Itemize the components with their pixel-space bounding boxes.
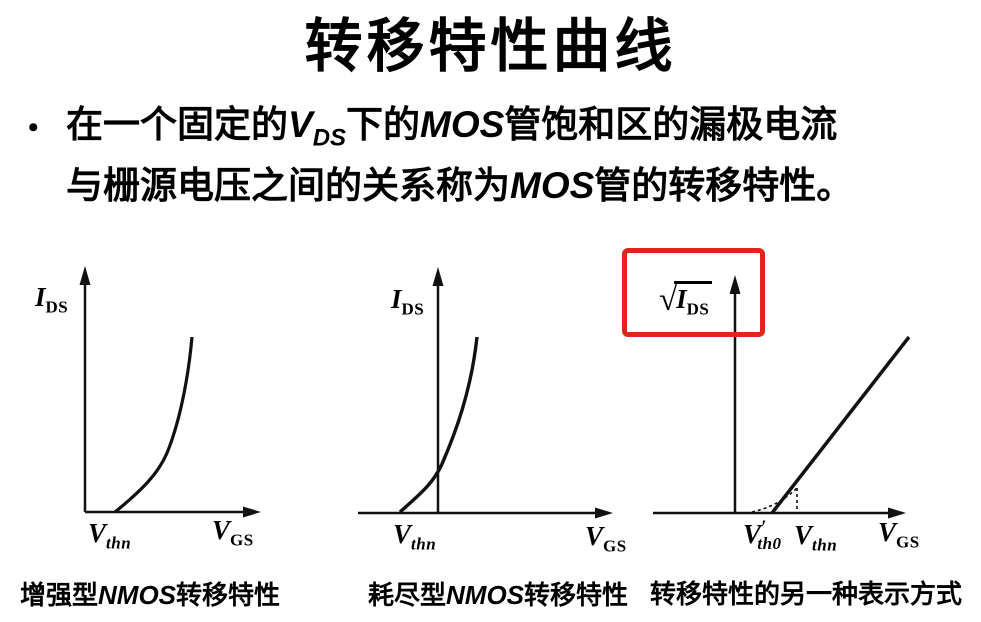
caption-depletion: 耗尽型NMOS转移特性	[368, 580, 629, 610]
enhancement-curve	[113, 336, 194, 514]
sqrt-line	[770, 335, 911, 515]
slide-title: 转移特性曲线	[304, 14, 677, 79]
y-axis-arrow-icon	[79, 266, 91, 285]
y-axis-label: IDS	[35, 282, 69, 317]
radical-sign: √	[659, 282, 678, 318]
x-axis-arrow-icon	[595, 507, 613, 519]
threshold-label: Vthn	[393, 519, 437, 554]
y-axis-sqrt-label: √IDS	[659, 281, 713, 318]
chart-enhancement-nmos-axes	[79, 266, 261, 518]
depletion-curve	[398, 336, 479, 514]
highlight-box	[622, 248, 765, 337]
chart-depletion-nmos-axes	[358, 267, 613, 519]
bullet-line-1: • 在一个固定的VDS下的MOS管饱和区的漏极电流	[28, 96, 853, 157]
mos-symbol: MOS	[420, 104, 505, 145]
x-axis-label: VGS	[585, 521, 627, 556]
vth0-label: V′th0	[743, 517, 782, 554]
threshold-label: Vthn	[88, 518, 132, 553]
x-axis-arrow-icon	[888, 507, 906, 519]
bullet-marker: •	[28, 111, 39, 144]
y-axis-label: IDS	[391, 284, 425, 319]
radicand: IDS	[674, 281, 713, 317]
caption-sqrt-representation: 转移特性的另一种表示方式	[650, 580, 963, 609]
x-axis-label: VGS	[212, 515, 254, 550]
vthn-label: Vthn	[794, 520, 838, 555]
dotted-transition-curve	[751, 486, 799, 513]
y-axis-arrow-icon	[432, 267, 444, 286]
bullet-line-2: 与栅源电压之间的关系称为MOS管的转移特性。	[28, 157, 853, 216]
mos-symbol: MOS	[510, 165, 595, 206]
x-axis-arrow-icon	[243, 506, 261, 518]
chart-sqrt-axes	[653, 275, 911, 519]
x-axis-label: VGS	[878, 517, 920, 552]
bullet-line-2-text: 与栅源电压之间的关系称为MOS管的转移特性。	[66, 165, 854, 207]
bullet-line-1-text: 在一个固定的VDS下的MOS管饱和区的漏极电流	[66, 104, 838, 152]
bullet-item: • 在一个固定的VDS下的MOS管饱和区的漏极电流 与栅源电压之间的关系称为MO…	[28, 96, 853, 216]
caption-enhancement: 增强型NMOS转移特性	[20, 580, 281, 610]
y-axis-arrow-icon	[729, 275, 741, 294]
vds-symbol: VDS	[288, 104, 347, 152]
